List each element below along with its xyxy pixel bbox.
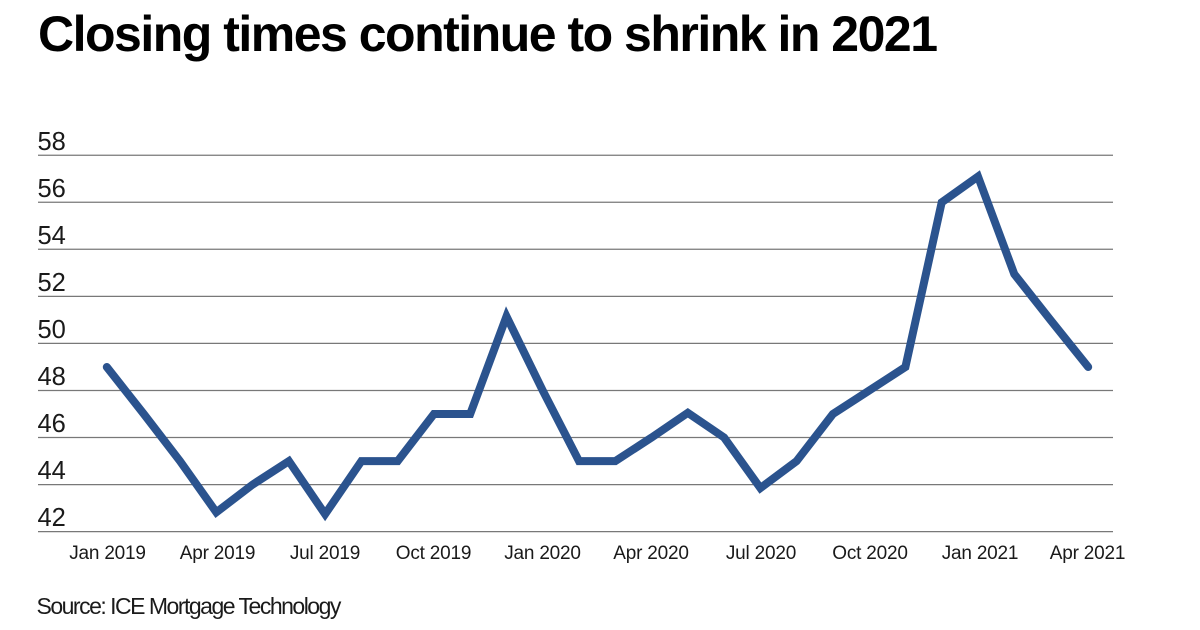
- svg-text:Closing times continue to shri: Closing times continue to shrink in 2021: [38, 6, 937, 62]
- svg-text:Oct 2019: Oct 2019: [396, 543, 472, 564]
- svg-text:Apr 2020: Apr 2020: [613, 543, 689, 564]
- svg-text:44: 44: [38, 457, 66, 485]
- svg-text:54: 54: [38, 222, 66, 250]
- svg-text:50: 50: [38, 316, 66, 344]
- svg-text:48: 48: [38, 363, 66, 391]
- svg-text:Jan 2020: Jan 2020: [504, 543, 581, 564]
- svg-text:Jan 2019: Jan 2019: [69, 543, 146, 564]
- svg-text:46: 46: [38, 410, 66, 438]
- svg-text:58: 58: [38, 128, 66, 156]
- svg-text:Oct 2020: Oct 2020: [832, 543, 908, 564]
- svg-text:42: 42: [38, 504, 66, 532]
- svg-text:Source: ICE Mortgage Technolog: Source: ICE Mortgage Technology: [37, 593, 342, 619]
- svg-text:Jan 2021: Jan 2021: [942, 543, 1019, 564]
- svg-text:56: 56: [38, 175, 66, 203]
- svg-text:Apr 2021: Apr 2021: [1050, 543, 1126, 564]
- svg-text:52: 52: [38, 269, 66, 297]
- svg-text:Apr 2019: Apr 2019: [180, 543, 256, 564]
- svg-text:Jul 2019: Jul 2019: [290, 543, 360, 564]
- svg-text:Jul 2020: Jul 2020: [726, 543, 796, 564]
